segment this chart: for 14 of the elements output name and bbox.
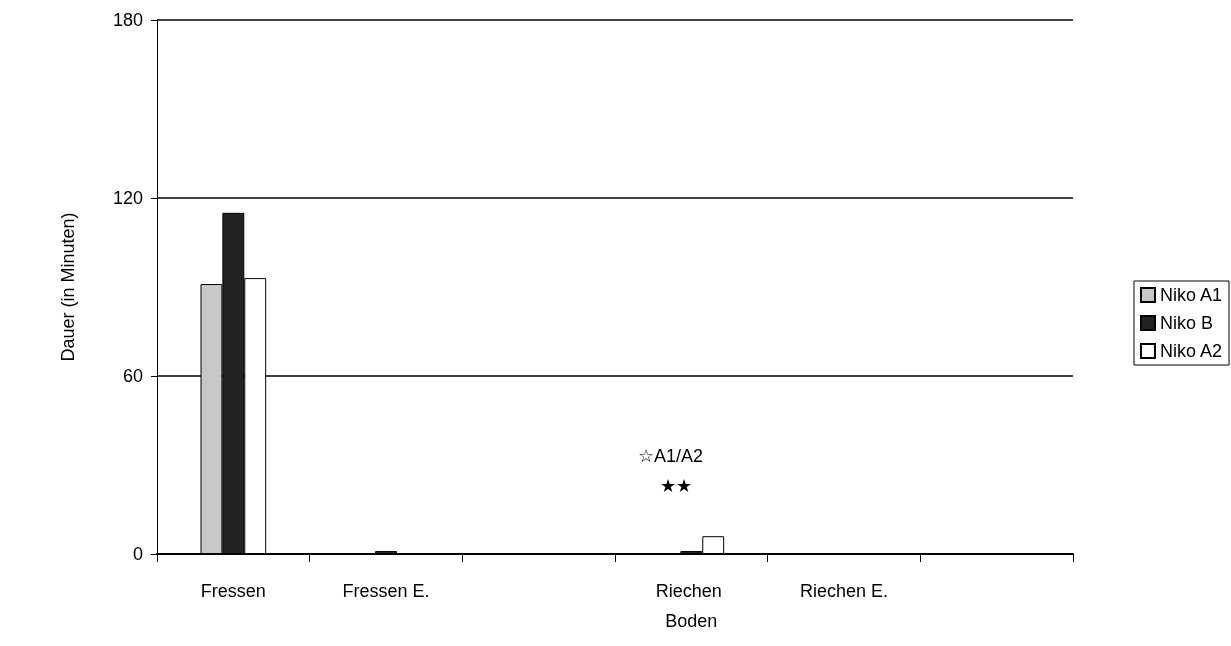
x-tick-label: Fressen E. [342,581,430,601]
legend-label: Niko B [1159,313,1213,333]
y-tick-label: 60 [122,366,143,386]
y-tick-label: 120 [112,188,143,208]
legend-label: Niko A2 [1159,341,1223,361]
x-tick-label: Riechen E. [799,581,889,601]
legend-label: Niko A1 [1159,285,1223,305]
y-tick-label: 0 [132,544,143,564]
annotation: ★★ [660,476,692,496]
y-tick-label: 180 [112,10,143,30]
x-tick-label: Fressen [200,581,266,601]
x-tick-label: Riechen Boden [655,581,727,631]
annotation: ☆A1/A2 [638,446,704,466]
y-axis-title: Dauer (in Minuten) [58,212,78,362]
